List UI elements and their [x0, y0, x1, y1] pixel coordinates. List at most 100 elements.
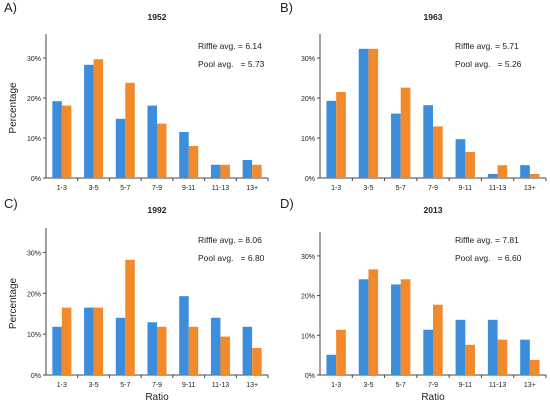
- average-annotation: Pool avg. = 6.60: [455, 253, 522, 263]
- bar-riffle-3-5: [358, 48, 369, 178]
- y-tick-label: 30%: [301, 254, 315, 261]
- x-tick-label: 13+: [524, 185, 536, 192]
- bar-riffle-13+: [242, 326, 253, 375]
- chart-panel-1963: B) 1963 0% 10% 20% 30% 1-3 3-5 5-7 7-9 9-11 11-13 13…: [280, 0, 547, 192]
- y-tick-label: 20%: [301, 96, 315, 103]
- bar-riffle-3-5: [84, 307, 94, 375]
- x-axis-label: Ratio: [421, 392, 445, 402]
- bar-pool-9-11: [188, 146, 199, 178]
- bar-pool-1-3: [61, 105, 72, 178]
- bar-riffle-5-7: [115, 317, 126, 375]
- bar-riffle-7-9: [147, 322, 157, 375]
- bar-riffle-11-13: [487, 174, 498, 178]
- x-tick-label: 5-7: [120, 185, 130, 192]
- y-tick-label: 0%: [305, 373, 315, 380]
- average-annotation: Pool avg. = 5.73: [198, 59, 265, 69]
- x-tick-label: 1-3: [57, 382, 67, 389]
- bar-riffle-5-7: [115, 118, 126, 178]
- chart-panel-2013: D) 2013 0% 10% 20% 30% 1-3 3-5 5-7 7-9 9-11 11-13 13…: [280, 196, 547, 402]
- bar-pool-5-7: [400, 87, 411, 178]
- bar-pool-13+: [529, 174, 540, 178]
- bar-riffle-9-11: [179, 132, 189, 178]
- bar-pool-3-5: [93, 307, 104, 375]
- bar-pool-7-9: [157, 123, 167, 178]
- x-tick-label: 9-11: [182, 185, 196, 192]
- bar-riffle-11-13: [487, 319, 498, 375]
- x-tick-label: 1-3: [331, 382, 341, 389]
- bar-riffle-13+: [520, 165, 530, 178]
- x-tick-label: 11-13: [212, 382, 229, 389]
- bar-pool-3-5: [368, 48, 379, 178]
- x-tick-label: 5-7: [396, 382, 406, 389]
- x-tick-label: 13+: [246, 185, 258, 192]
- bar-pool-5-7: [400, 279, 411, 375]
- x-tick-label: 11-13: [212, 185, 229, 192]
- y-tick-label: 20%: [27, 291, 41, 298]
- average-annotation: Pool avg. = 6.80: [198, 253, 265, 263]
- bar-pool-9-11: [465, 344, 475, 375]
- bar-pool-13+: [529, 359, 540, 375]
- x-tick-label: 13+: [246, 382, 258, 389]
- x-tick-label: 7-9: [152, 382, 162, 389]
- bar-riffle-7-9: [147, 105, 157, 178]
- bar-riffle-3-5: [84, 64, 94, 178]
- bar-riffle-1-3: [52, 326, 62, 375]
- panel-label: A): [4, 0, 17, 15]
- bar-pool-11-13: [220, 164, 230, 178]
- bar-riffle-13+: [520, 339, 530, 375]
- bar-riffle-11-13: [210, 317, 221, 375]
- x-tick-label: 11-13: [489, 382, 506, 389]
- average-annotation: Riffle avg. = 6.14: [198, 41, 262, 51]
- chart-title: 1992: [148, 205, 167, 215]
- bar-pool-5-7: [125, 82, 135, 178]
- y-tick-label: 30%: [27, 250, 41, 257]
- average-annotation: Riffle avg. = 7.81: [455, 235, 519, 245]
- bar-riffle-1-3: [326, 100, 337, 178]
- chart-panel-1952: A) 1952 0% 10% 20% 30% Percentage 1-3 3-5 5-7 7-9 9…: [4, 0, 269, 192]
- x-tick-label: 3-5: [89, 382, 99, 389]
- x-tick-label: 13+: [524, 382, 536, 389]
- bar-pool-13+: [252, 164, 262, 178]
- x-axis-label: Ratio: [145, 392, 169, 402]
- average-annotation: Riffle avg. = 5.71: [455, 41, 519, 51]
- y-tick-label: 10%: [301, 136, 315, 143]
- x-tick-label: 7-9: [428, 185, 438, 192]
- bar-pool-11-13: [497, 339, 508, 375]
- chart-title: 2013: [424, 205, 443, 215]
- y-tick-label: 10%: [301, 333, 315, 340]
- average-annotation: Riffle avg. = 8.06: [198, 235, 262, 245]
- y-axis-label: Percentage: [8, 82, 19, 134]
- bar-riffle-9-11: [179, 296, 189, 375]
- y-tick-label: 30%: [27, 56, 41, 63]
- bar-pool-9-11: [465, 152, 475, 178]
- chart-title: 1952: [148, 12, 167, 22]
- panel-label: B): [280, 0, 293, 15]
- average-annotation: Pool avg. = 5.26: [455, 59, 522, 69]
- x-tick-label: 9-11: [459, 185, 473, 192]
- y-tick-label: 20%: [27, 96, 41, 103]
- x-tick-label: 9-11: [459, 382, 473, 389]
- bar-pool-7-9: [433, 126, 443, 178]
- bar-riffle-7-9: [423, 105, 433, 178]
- bar-riffle-13+: [242, 160, 253, 178]
- bar-riffle-9-11: [455, 139, 466, 178]
- bar-riffle-3-5: [358, 279, 369, 375]
- chart-title: 1963: [424, 12, 443, 22]
- bar-riffle-5-7: [391, 284, 401, 375]
- x-tick-label: 7-9: [428, 382, 438, 389]
- y-axis-label: Percentage: [8, 277, 19, 329]
- y-tick-label: 0%: [31, 373, 41, 380]
- bar-pool-11-13: [497, 165, 508, 178]
- bar-riffle-7-9: [423, 329, 433, 375]
- x-tick-label: 7-9: [152, 185, 162, 192]
- y-tick-label: 20%: [301, 294, 315, 301]
- x-tick-label: 3-5: [363, 382, 373, 389]
- bar-riffle-11-13: [210, 164, 221, 178]
- x-tick-label: 11-13: [489, 185, 506, 192]
- panel-label: D): [280, 196, 294, 211]
- y-tick-label: 10%: [27, 136, 41, 143]
- bar-riffle-5-7: [391, 113, 401, 178]
- bar-pool-3-5: [368, 269, 379, 375]
- bar-riffle-1-3: [52, 101, 62, 178]
